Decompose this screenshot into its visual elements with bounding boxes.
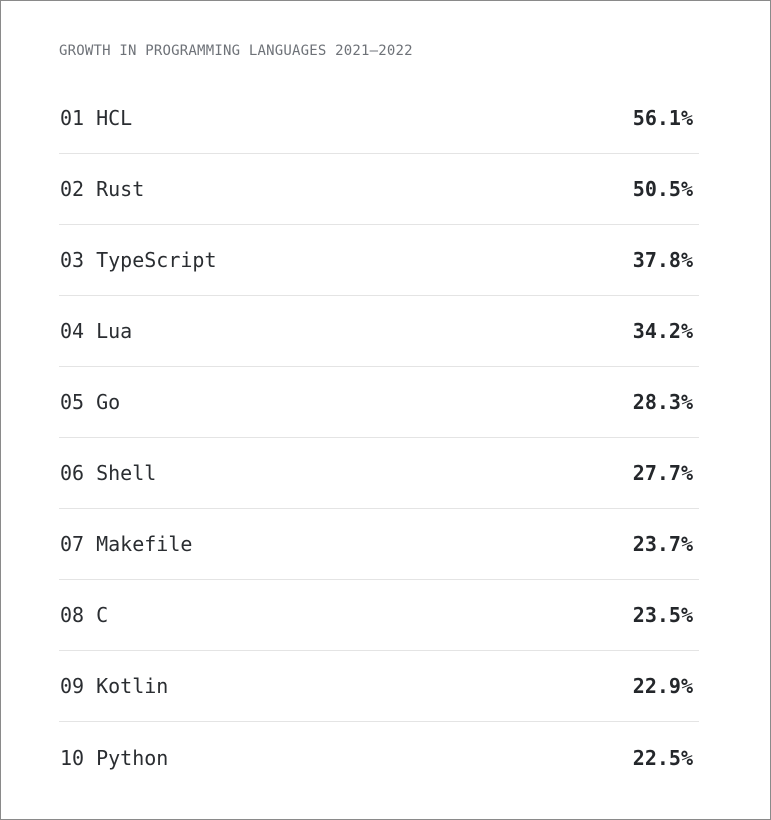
list-item: 09 Kotlin 22.9%	[59, 651, 699, 722]
chart-title: GROWTH IN PROGRAMMING LANGUAGES 2021–202…	[59, 43, 413, 59]
list-item: 01 HCL 56.1%	[59, 83, 699, 154]
rank-number: 02	[60, 177, 85, 201]
language-name: Lua	[96, 319, 133, 343]
list-item: 07 Makefile 23.7%	[59, 509, 699, 580]
growth-value: 22.5%	[632, 745, 693, 770]
rank-number: 06	[60, 461, 85, 485]
growth-value: 27.7%	[632, 461, 693, 485]
list-item: 08 C 23.5%	[59, 580, 699, 651]
language-name: HCL	[96, 106, 133, 130]
rank-number: 03	[60, 248, 85, 272]
language-name: Python	[96, 745, 169, 770]
language-name: Kotlin	[96, 674, 169, 698]
rank-number: 09	[60, 674, 85, 698]
rank-number: 07	[60, 532, 85, 556]
growth-value: 37.8%	[632, 248, 693, 272]
growth-value: 34.2%	[632, 319, 693, 343]
rank-number: 08	[60, 603, 85, 627]
language-name: Rust	[96, 177, 145, 201]
language-name: Shell	[96, 461, 157, 485]
language-name: TypeScript	[96, 248, 217, 272]
list-item: 05 Go 28.3%	[59, 367, 699, 438]
growth-value: 23.7%	[632, 532, 693, 556]
growth-value: 22.9%	[632, 674, 693, 698]
growth-value: 56.1%	[632, 106, 693, 130]
list-item: 10 Python 22.5%	[59, 722, 699, 793]
rank-number: 05	[60, 390, 85, 414]
growth-value: 23.5%	[632, 603, 693, 627]
ranking-list: 01 HCL 56.1% 02 Rust 50.5% 03 TypeScript 37…	[59, 83, 699, 793]
list-item: 04 Lua 34.2%	[59, 296, 699, 367]
language-name: C	[96, 603, 109, 627]
list-item: 06 Shell 27.7%	[59, 438, 699, 509]
growth-value: 28.3%	[632, 390, 693, 414]
language-name: Go	[96, 390, 121, 414]
rank-number: 04	[60, 319, 85, 343]
rank-number: 10	[60, 745, 85, 770]
growth-value: 50.5%	[632, 177, 693, 201]
language-name: Makefile	[96, 532, 193, 556]
list-item: 03 TypeScript 37.8%	[59, 225, 699, 296]
rank-number: 01	[60, 106, 85, 130]
list-item: 02 Rust 50.5%	[59, 154, 699, 225]
